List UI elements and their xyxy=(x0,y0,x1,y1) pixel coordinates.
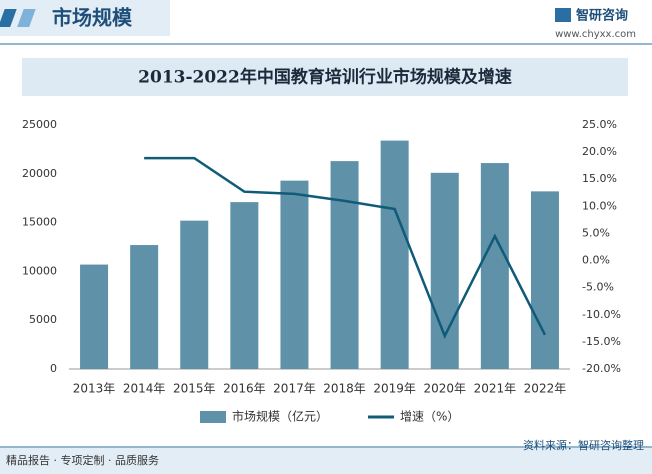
legend-label: 市场规模（亿元） xyxy=(232,409,328,424)
x-tick-label: 2021年 xyxy=(474,382,517,396)
bar xyxy=(130,245,159,369)
y-tick-label: 15000 xyxy=(22,216,57,229)
brand-logo xyxy=(555,8,571,22)
y2-tick-label: -20.0% xyxy=(582,362,621,375)
y2-tick-label: 10.0% xyxy=(582,199,617,212)
bar xyxy=(530,191,559,369)
footer-left: 精品报告 · 专项定制 · 品质服务 xyxy=(6,453,159,467)
y2-tick-label: -15.0% xyxy=(582,335,621,348)
y2-tick-label: 20.0% xyxy=(582,145,617,158)
bar xyxy=(330,161,359,369)
y-tick-label: 25000 xyxy=(22,118,57,131)
y-tick-label: 10000 xyxy=(22,264,57,277)
y2-tick-label: 5.0% xyxy=(582,226,610,239)
legend-label: 增速（%） xyxy=(400,410,459,424)
brand: 智研咨询 xyxy=(576,8,628,24)
header-section: 市场规模 xyxy=(52,6,133,30)
x-tick-label: 2013年 xyxy=(73,382,116,396)
chart-title: 2013-2022年中国教育培训行业市场规模及增速 xyxy=(138,67,512,88)
footer-band xyxy=(0,448,652,474)
header-icon xyxy=(0,9,17,27)
bar xyxy=(430,172,459,369)
x-tick-label: 2022年 xyxy=(524,382,567,396)
x-tick-label: 2017年 xyxy=(273,382,316,396)
url: www.chyxx.com xyxy=(555,29,636,40)
y-tick-label: 5000 xyxy=(29,313,57,326)
y2-tick-label: 25.0% xyxy=(582,118,617,131)
bar xyxy=(480,163,509,369)
x-tick-label: 2015年 xyxy=(173,382,216,396)
bar xyxy=(80,264,109,369)
x-tick-label: 2014年 xyxy=(123,382,166,396)
header-icon xyxy=(17,9,36,27)
bar xyxy=(230,202,259,369)
y2-tick-label: -5.0% xyxy=(582,281,614,294)
bar xyxy=(380,140,409,369)
title-box xyxy=(22,58,628,96)
x-tick-label: 2016年 xyxy=(223,382,266,396)
x-tick-label: 2019年 xyxy=(373,382,416,396)
legend-swatch xyxy=(200,411,226,423)
y2-tick-label: 0.0% xyxy=(582,254,610,267)
footer-right: 资料来源：智研咨询整理 xyxy=(523,438,644,452)
line xyxy=(144,156,547,339)
bar xyxy=(280,180,309,369)
y2-tick-label: 15.0% xyxy=(582,172,617,185)
y-tick-label: 20000 xyxy=(22,167,57,180)
bar xyxy=(180,220,209,369)
x-tick-label: 2018年 xyxy=(323,382,366,396)
x-tick-label: 2020年 xyxy=(423,382,466,396)
y-tick-label: 0 xyxy=(50,362,57,375)
y2-tick-label: -10.0% xyxy=(582,308,621,321)
